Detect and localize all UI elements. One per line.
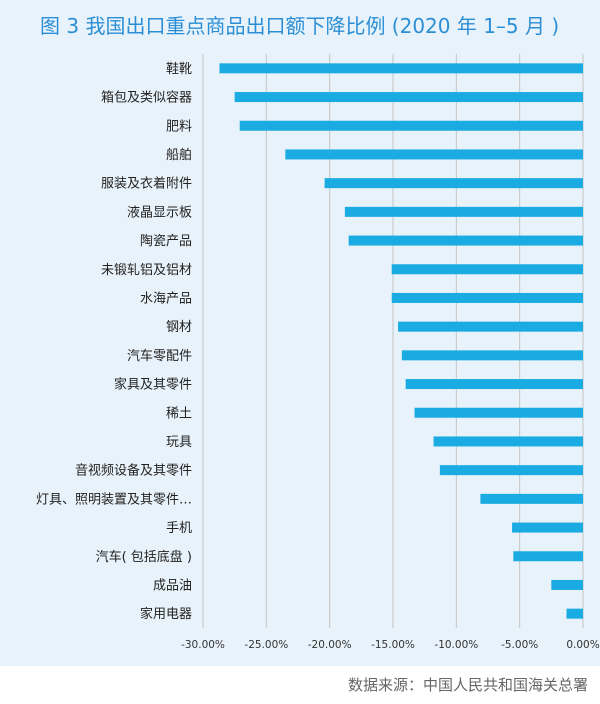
bar-15 (439, 465, 583, 476)
x-tick-label-4: -10.00% (434, 639, 478, 651)
category-label-9: 水海产品 (140, 291, 192, 306)
source-note: 数据来源：中国人民共和国海关总署 (347, 676, 588, 694)
bar-2 (234, 92, 583, 103)
category-label-19: 成品油 (153, 578, 192, 593)
bar-18 (513, 551, 583, 562)
category-label-1: 鞋靴 (166, 61, 192, 77)
x-tick-label-1: -25.00% (244, 639, 288, 651)
category-label-20: 家用电器 (140, 606, 192, 622)
bar-6 (344, 206, 583, 217)
category-label-4: 船舶 (166, 147, 192, 163)
category-label-7: 陶瓷产品 (140, 233, 192, 249)
category-label-3: 肥料 (166, 119, 192, 134)
bar-12 (405, 379, 583, 390)
bar-16 (480, 493, 583, 504)
category-label-12: 家具及其零件 (114, 377, 192, 393)
bar-3 (239, 120, 583, 131)
x-tick-label-2: -20.00% (308, 639, 352, 651)
category-label-18: 汽车( 包括底盘 ) (96, 549, 192, 565)
bar-19 (551, 579, 583, 590)
category-label-5: 服装及衣着附件 (101, 176, 192, 192)
bar-8 (391, 264, 583, 275)
bar-4 (285, 149, 583, 160)
bar-10 (398, 321, 583, 332)
category-label-16: 灯具、照明装置及其零件… (36, 492, 192, 507)
category-label-17: 手机 (166, 521, 192, 536)
category-label-6: 液晶显示板 (127, 205, 192, 220)
category-label-8: 未锻轧铝及铝材 (101, 263, 192, 278)
bar-17 (512, 522, 583, 533)
bar-1 (219, 63, 583, 74)
category-label-2: 箱包及类似容器 (101, 90, 192, 106)
bar-5 (324, 178, 583, 189)
bar-13 (414, 407, 583, 418)
bar-20 (566, 608, 583, 619)
category-label-10: 钢材 (166, 320, 192, 335)
bar-7 (348, 235, 583, 246)
category-label-14: 玩具 (166, 435, 192, 450)
bar-9 (391, 292, 583, 303)
chart-panel (0, 0, 600, 666)
category-label-13: 稀土 (166, 406, 192, 421)
chart-plot: 鞋靴箱包及类似容器肥料船舶服装及衣着附件液晶显示板陶瓷产品未锻轧铝及铝材水海产品… (36, 54, 600, 651)
bar-11 (401, 350, 583, 361)
x-tick-label-0: -30.00% (181, 639, 225, 651)
chart-title: 图 3 我国出口重点商品出口额下降比例 (2020 年 1–5 月 ) (40, 14, 560, 38)
category-label-15: 音视频设备及其零件 (75, 463, 192, 479)
x-tick-label-3: -15.00% (371, 639, 415, 651)
x-tick-label-6: 0.00% (566, 639, 599, 651)
category-label-11: 汽车零配件 (127, 348, 192, 364)
bar-14 (433, 436, 583, 447)
x-tick-label-5: -5.00% (501, 639, 538, 651)
